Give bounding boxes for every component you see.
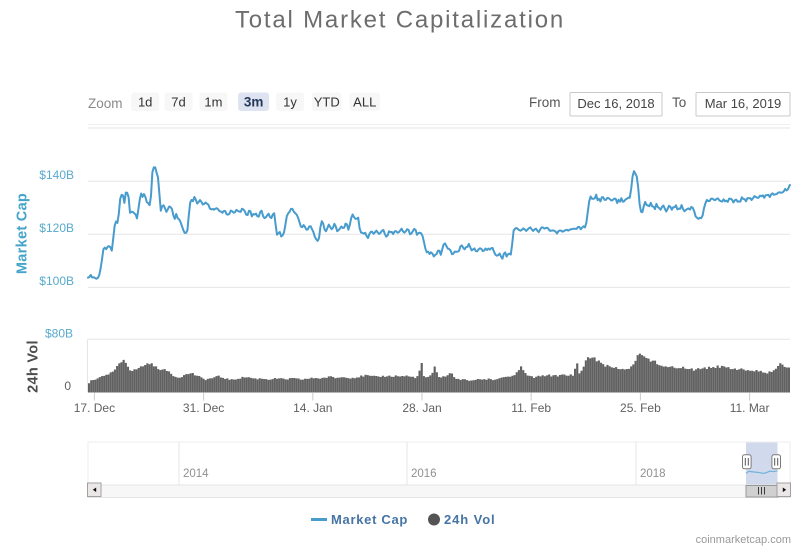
svg-text:Mar 16, 2019: Mar 16, 2019 [705, 96, 782, 111]
svg-text:$100B: $100B [39, 274, 74, 288]
svg-text:11. Mar: 11. Mar [730, 401, 770, 415]
svg-text:24h Vol: 24h Vol [444, 512, 496, 527]
svg-text:YTD: YTD [314, 95, 340, 110]
svg-text:11. Feb: 11. Feb [511, 401, 551, 415]
svg-text:2016: 2016 [411, 468, 437, 480]
svg-text:Market Cap: Market Cap [15, 193, 31, 274]
svg-text:$80B: $80B [45, 327, 73, 341]
svg-text:17. Dec: 17. Dec [74, 401, 115, 415]
svg-text:31. Dec: 31. Dec [183, 401, 224, 415]
svg-text:2018: 2018 [640, 468, 666, 480]
svg-text:25. Feb: 25. Feb [620, 401, 661, 415]
svg-text:28. Jan: 28. Jan [402, 401, 441, 415]
svg-text:coinmarketcap.com: coinmarketcap.com [696, 534, 791, 546]
svg-text:Dec 16, 2018: Dec 16, 2018 [577, 96, 654, 111]
svg-text:0: 0 [64, 379, 71, 393]
svg-text:1m: 1m [204, 95, 222, 110]
svg-text:Zoom: Zoom [88, 96, 123, 111]
svg-text:$120B: $120B [39, 221, 74, 235]
svg-text:14. Jan: 14. Jan [293, 401, 332, 415]
svg-text:7d: 7d [171, 95, 185, 110]
svg-text:Total Market Capitalization: Total Market Capitalization [235, 7, 565, 34]
svg-text:24h Vol: 24h Vol [26, 340, 42, 393]
svg-text:1d: 1d [138, 95, 152, 110]
svg-text:To: To [672, 95, 686, 110]
svg-text:$140B: $140B [39, 168, 74, 182]
svg-text:1y: 1y [283, 95, 297, 110]
svg-text:3m: 3m [244, 95, 264, 110]
svg-text:ALL: ALL [353, 95, 376, 110]
svg-text:2014: 2014 [183, 468, 209, 480]
svg-text:Market Cap: Market Cap [331, 512, 408, 527]
svg-text:From: From [529, 95, 561, 110]
